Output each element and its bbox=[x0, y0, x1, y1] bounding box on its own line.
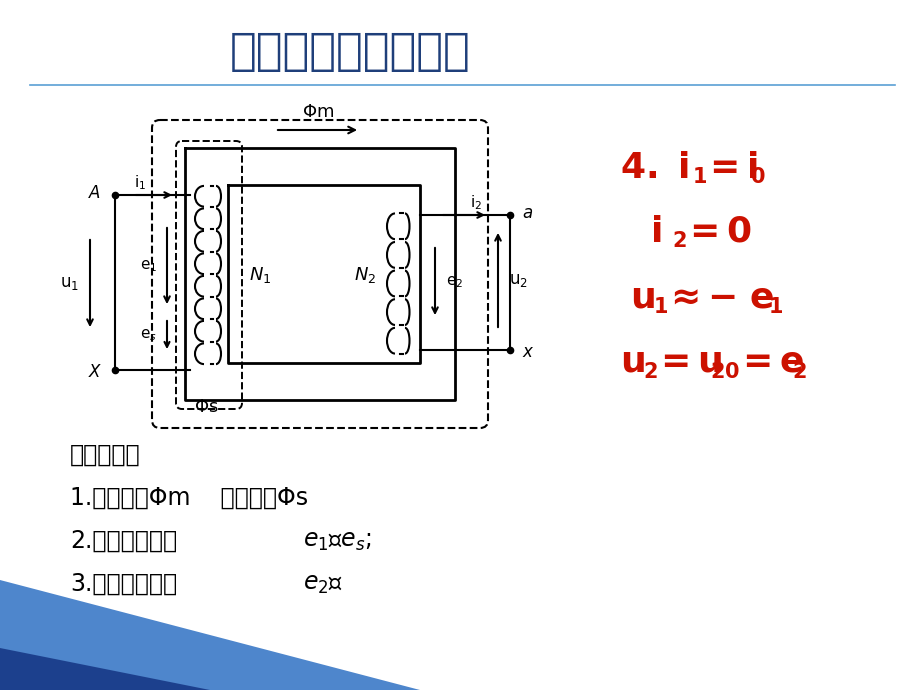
Polygon shape bbox=[0, 580, 420, 690]
Text: $\mathbf{2}$: $\mathbf{2}$ bbox=[642, 362, 657, 382]
Text: $\mathbf{=u}$: $\mathbf{=u}$ bbox=[652, 345, 721, 379]
Text: $e_1$、$e_s$;: $e_1$、$e_s$; bbox=[288, 529, 371, 553]
Text: $\mathbf{1}$: $\mathbf{1}$ bbox=[691, 167, 706, 187]
Text: $e_2$。: $e_2$。 bbox=[288, 572, 343, 596]
Text: x: x bbox=[521, 343, 531, 361]
Text: A: A bbox=[88, 184, 100, 202]
Text: 3.互感电动势：: 3.互感电动势： bbox=[70, 572, 177, 596]
Text: X: X bbox=[88, 363, 100, 381]
Text: i$_1$: i$_1$ bbox=[134, 174, 146, 193]
Text: $\mathbf{u}$: $\mathbf{u}$ bbox=[630, 280, 654, 314]
Text: $\mathbf{i}$: $\mathbf{i}$ bbox=[650, 215, 661, 249]
Text: $\mathbf{1}$: $\mathbf{1}$ bbox=[767, 297, 782, 317]
Text: $N_2$: $N_2$ bbox=[354, 265, 376, 285]
Text: 1.主磁通：Φm    漏磁通：Φs: 1.主磁通：Φm 漏磁通：Φs bbox=[70, 486, 308, 510]
Text: u$_2$: u$_2$ bbox=[508, 271, 528, 289]
Text: $\mathbf{2}$: $\mathbf{2}$ bbox=[671, 231, 686, 251]
Text: e$_2$: e$_2$ bbox=[446, 274, 462, 290]
Text: i$_2$: i$_2$ bbox=[470, 194, 482, 213]
Text: $\Phi$s: $\Phi$s bbox=[194, 398, 218, 416]
Text: 一、变压器空载运行: 一、变压器空载运行 bbox=[230, 30, 470, 74]
Text: $\mathbf{u}$: $\mathbf{u}$ bbox=[619, 345, 644, 379]
Text: $\mathbf{1}$: $\mathbf{1}$ bbox=[652, 297, 667, 317]
Text: 2.自感电动势：: 2.自感电动势： bbox=[70, 529, 177, 553]
Text: $\mathbf{=i}$: $\mathbf{=i}$ bbox=[701, 151, 757, 185]
Text: $\mathbf{0}$: $\mathbf{0}$ bbox=[749, 167, 765, 187]
Text: $\mathbf{2}$: $\mathbf{2}$ bbox=[791, 362, 806, 382]
Text: $N_1$: $N_1$ bbox=[248, 265, 271, 285]
Text: a: a bbox=[521, 204, 532, 222]
Text: e$_s$: e$_s$ bbox=[140, 327, 157, 343]
Text: e$_1$: e$_1$ bbox=[140, 258, 157, 274]
Text: $\mathbf{4.\ i}$: $\mathbf{4.\ i}$ bbox=[619, 151, 688, 185]
Text: $\mathbf{{\approx}{-}\ e}$: $\mathbf{{\approx}{-}\ e}$ bbox=[663, 280, 773, 314]
Text: $\Phi$m: $\Phi$m bbox=[301, 103, 334, 121]
Text: 电路分析：: 电路分析： bbox=[70, 443, 141, 467]
Text: u$_1$: u$_1$ bbox=[60, 274, 79, 292]
Polygon shape bbox=[0, 648, 210, 690]
Text: $\mathbf{20}$: $\mathbf{20}$ bbox=[709, 362, 739, 382]
Text: $\mathbf{=e}$: $\mathbf{=e}$ bbox=[734, 345, 803, 379]
Text: $\mathbf{=0}$: $\mathbf{=0}$ bbox=[681, 215, 751, 249]
